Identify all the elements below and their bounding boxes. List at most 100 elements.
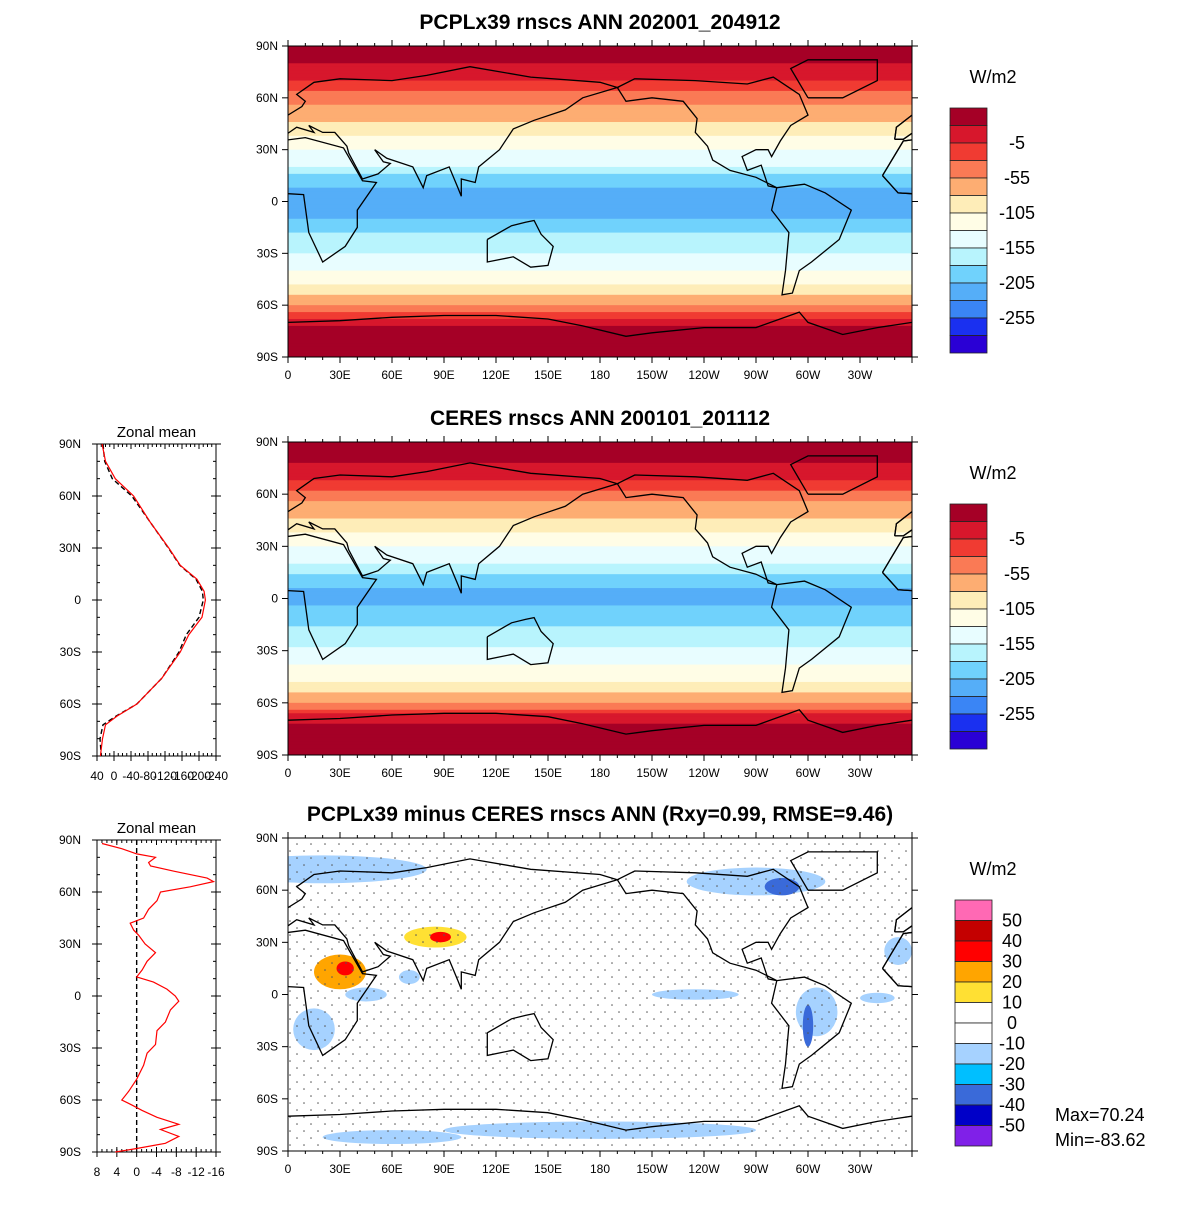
map-lat-band <box>288 150 912 154</box>
map-lat-band <box>288 233 912 237</box>
map-lat-band <box>288 174 912 178</box>
map-lat-band <box>288 260 912 264</box>
lat-tick-label: 30N <box>256 539 278 553</box>
colorbar-box <box>950 697 987 715</box>
lon-tick-label: 0 <box>285 1162 292 1176</box>
colorbar-box <box>950 161 987 179</box>
lon-tick-label: 150E <box>534 368 562 382</box>
map-lat-band <box>288 459 912 463</box>
map-lat-band <box>288 519 912 523</box>
map-lat-band <box>288 177 912 181</box>
map-lat-band <box>288 692 912 696</box>
map-lat-band <box>288 129 912 133</box>
lon-tick-label: 120E <box>482 766 510 780</box>
map-lat-band <box>288 616 912 620</box>
colorbar-label: 20 <box>1002 972 1022 992</box>
zonal-mean-model-line <box>100 444 205 756</box>
panel-title-obs: CERES rnscs ANN 200101_201112 <box>430 407 770 430</box>
map-lat-band <box>288 302 912 306</box>
map-lat-band <box>288 672 912 676</box>
lon-tick-label: 90E <box>433 368 454 382</box>
map-lat-band <box>288 449 912 453</box>
lat-tick-label: 30S <box>257 1040 278 1054</box>
map-lat-band <box>288 243 912 247</box>
colorbar-box <box>950 213 987 231</box>
zonal-x-tick-label: 0 <box>111 769 118 783</box>
map-lat-band <box>288 602 912 606</box>
zonal-lat-label: 0 <box>74 989 81 1003</box>
map-lat-band <box>288 288 912 292</box>
map-lat-band <box>288 278 912 282</box>
map-lat-band <box>288 257 912 261</box>
colorbar-box <box>950 609 987 627</box>
colorbar-label: -205 <box>999 669 1035 689</box>
lon-tick-label: 0 <box>285 368 292 382</box>
colorbar-box <box>950 592 987 610</box>
units-label-model: W/m2 <box>970 67 1017 87</box>
units-label-obs: W/m2 <box>970 463 1017 483</box>
colorbar-box <box>950 522 987 540</box>
map-lat-band <box>288 731 912 735</box>
map-lat-band <box>288 445 912 449</box>
map-lat-band <box>288 84 912 88</box>
map-lat-band <box>288 343 912 347</box>
lat-tick-label: 60S <box>257 1092 278 1106</box>
map-lat-band <box>288 599 912 603</box>
map-lat-band <box>288 312 912 316</box>
lat-tick-label: 60S <box>257 696 278 710</box>
lat-tick-label: 60N <box>256 883 278 897</box>
colorbar-box <box>950 248 987 266</box>
map-lat-band <box>288 119 912 123</box>
colorbar-label: 0 <box>1007 1013 1017 1033</box>
coastline <box>895 463 1200 593</box>
map-lat-band <box>288 665 912 669</box>
zonal-lat-label: 90S <box>60 1145 81 1159</box>
map-lat-band <box>288 295 912 299</box>
colorbar-box <box>955 1105 992 1126</box>
map-lat-band <box>288 706 912 710</box>
colorbar-box <box>950 714 987 732</box>
lat-tick-label: 60N <box>256 91 278 105</box>
colorbar-label: -5 <box>1009 133 1025 153</box>
map-lat-band <box>288 612 912 616</box>
zonal-x-tick-label: 8 <box>94 1165 101 1179</box>
map-lat-band <box>288 236 912 240</box>
lat-tick-label: 0 <box>271 988 278 1002</box>
colorbar-box <box>955 962 992 983</box>
map-lat-band <box>288 515 912 519</box>
map-lat-band <box>288 512 912 516</box>
colorbar-box <box>950 301 987 319</box>
zonal-x-tick-label: 40 <box>90 769 104 783</box>
lon-tick-label: 30W <box>848 766 873 780</box>
lon-tick-label: 30E <box>329 1162 350 1176</box>
zonal-lat-label: 60S <box>60 1093 81 1107</box>
map-lat-band <box>288 640 912 644</box>
map-lat-band <box>288 163 912 167</box>
map-lat-band <box>288 609 912 613</box>
units-label-diff: W/m2 <box>970 859 1017 879</box>
colorbar-box <box>950 539 987 557</box>
colorbar-box <box>950 504 987 522</box>
map-lat-band <box>288 557 912 561</box>
coastline <box>895 859 1200 989</box>
colorbar-label: -55 <box>1004 564 1030 584</box>
zonal-lat-label: 0 <box>74 593 81 607</box>
zonal-lat-label: 60S <box>60 697 81 711</box>
map-lat-band <box>288 340 912 344</box>
lat-tick-label: 30S <box>257 246 278 260</box>
colorbar-label: -105 <box>999 599 1035 619</box>
map-lat-band <box>288 136 912 140</box>
coastline <box>895 463 1200 593</box>
map-lat-band <box>288 305 912 309</box>
map-lat-band <box>288 571 912 575</box>
colorbar-box <box>955 1085 992 1106</box>
lon-tick-label: 30W <box>848 368 873 382</box>
map-lat-band <box>288 319 912 323</box>
colorbar-box <box>950 574 987 592</box>
lat-tick-label: 30N <box>256 143 278 157</box>
map-lat-band <box>288 738 912 742</box>
map-lat-band <box>288 595 912 599</box>
colorbar-box <box>955 1064 992 1085</box>
map-lat-band <box>288 592 912 596</box>
map-lat-band <box>288 105 912 109</box>
